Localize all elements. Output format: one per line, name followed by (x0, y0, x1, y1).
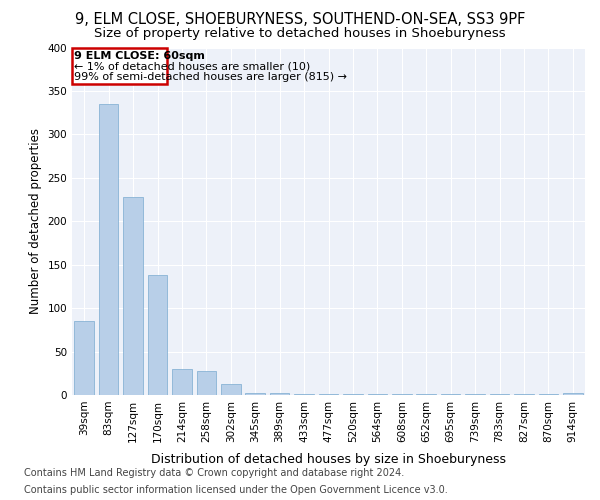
Bar (563, 394, 583, 395)
Bar (514, 394, 534, 395)
Text: 99% of semi-detached houses are larger (815) →: 99% of semi-detached houses are larger (… (74, 72, 347, 82)
Y-axis label: Number of detached properties: Number of detached properties (29, 128, 42, 314)
Bar (368, 394, 387, 395)
Text: Contains HM Land Registry data © Crown copyright and database right 2024.: Contains HM Land Registry data © Crown c… (24, 468, 404, 477)
Bar (270, 394, 289, 395)
Bar (99, 104, 118, 395)
Bar (148, 275, 167, 395)
Bar (245, 394, 265, 395)
Text: ← 1% of detached houses are smaller (10): ← 1% of detached houses are smaller (10) (74, 62, 311, 72)
Text: Size of property relative to detached houses in Shoeburyness: Size of property relative to detached ho… (94, 28, 506, 40)
Bar (490, 394, 509, 395)
Bar (74, 321, 94, 395)
Bar (319, 394, 338, 395)
Bar (466, 394, 485, 395)
X-axis label: Distribution of detached houses by size in Shoeburyness: Distribution of detached houses by size … (151, 453, 506, 466)
Bar (416, 394, 436, 395)
Bar (294, 394, 314, 395)
Bar (197, 370, 216, 395)
Bar (392, 394, 412, 395)
Bar (172, 369, 192, 395)
Bar (221, 384, 241, 395)
Text: Contains public sector information licensed under the Open Government Licence v3: Contains public sector information licen… (24, 485, 448, 495)
Bar (343, 394, 362, 395)
Bar (124, 197, 143, 395)
Bar (72, 48, 167, 84)
Bar (441, 394, 460, 395)
Text: 9, ELM CLOSE, SHOEBURYNESS, SOUTHEND-ON-SEA, SS3 9PF: 9, ELM CLOSE, SHOEBURYNESS, SOUTHEND-ON-… (75, 12, 525, 28)
Text: 9 ELM CLOSE: 60sqm: 9 ELM CLOSE: 60sqm (74, 51, 205, 61)
Bar (539, 394, 558, 395)
